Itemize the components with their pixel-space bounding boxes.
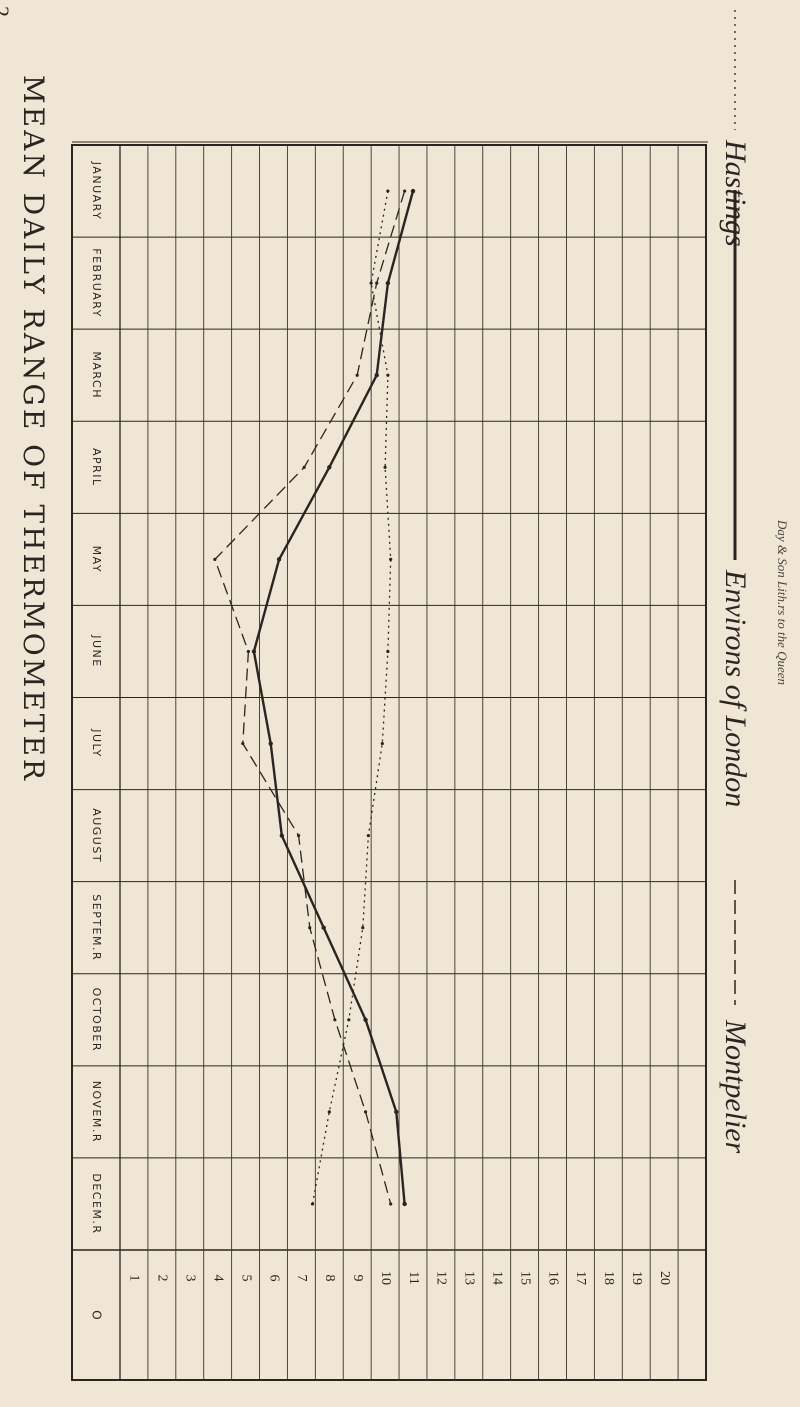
series-point — [383, 465, 387, 469]
series-point — [347, 1018, 351, 1022]
series-point — [327, 1110, 331, 1114]
series-point — [380, 741, 384, 746]
chart-frame — [71, 144, 707, 1381]
month-label: FEBRUARY — [90, 248, 103, 318]
month-label: JUNE — [90, 634, 103, 667]
imprint: Day & Son Lith.rs to the Queen — [775, 520, 790, 686]
scale-tick-label: 2 — [155, 1275, 170, 1282]
series-point — [333, 1018, 337, 1022]
scale-tick-label: 20 — [657, 1271, 672, 1285]
series-point — [410, 188, 416, 194]
series-point — [394, 1109, 399, 1115]
scale-tick-label: 19 — [629, 1271, 644, 1285]
scale-tick-label: 7 — [294, 1275, 309, 1282]
legend-london: Environs of London — [719, 570, 752, 808]
month-label: OCTOBER — [90, 988, 103, 1052]
series-point — [321, 925, 326, 930]
month-label: AUGUST — [90, 808, 103, 863]
series-line-hastings — [252, 190, 415, 1205]
month-label: DECEM.R — [90, 1173, 103, 1234]
scale-tick-label: 13 — [462, 1271, 477, 1285]
month-label: JULY — [90, 728, 103, 758]
scale-tick-label: 3 — [183, 1275, 198, 1282]
series-point — [355, 373, 359, 377]
month-label: NOVEM.R — [90, 1081, 103, 1143]
series-point — [302, 465, 306, 469]
series-point — [251, 649, 257, 654]
series-point — [276, 557, 282, 562]
legend-hastings: Hastings — [719, 140, 752, 247]
series-point — [310, 1202, 315, 1206]
series-point — [213, 557, 217, 561]
scale-tick-label: 17 — [573, 1271, 588, 1285]
series-point — [369, 281, 373, 285]
series-point — [268, 741, 273, 746]
series-point — [366, 834, 370, 838]
series-point — [361, 926, 365, 930]
series-point — [386, 189, 390, 193]
scale-tick-label: 15 — [517, 1271, 532, 1285]
scale-tick-label: 9 — [350, 1275, 365, 1282]
scale-tick-label: 16 — [545, 1271, 560, 1285]
series-point — [374, 373, 379, 378]
month-label: APRIL — [90, 448, 103, 487]
scale-tick-label: 18 — [601, 1271, 616, 1285]
series-point — [386, 373, 390, 377]
series-point — [241, 741, 245, 746]
scale-tick-label: 10 — [378, 1271, 393, 1285]
series-point — [389, 557, 393, 561]
legend: Hastings Environs of London Montpelier — [716, 140, 796, 1380]
scale-tick-label: 1 — [127, 1275, 142, 1282]
series-point — [386, 649, 390, 654]
series-point — [363, 1017, 368, 1022]
scale-tick-label: 14 — [489, 1271, 504, 1285]
scale-tick-label: 12 — [434, 1271, 449, 1285]
scale-tick-label: 5 — [238, 1275, 253, 1282]
series-point — [375, 281, 379, 285]
scale-tick-label: 6 — [266, 1275, 281, 1282]
series-line-environs-of-london — [214, 190, 406, 1205]
series-point — [279, 833, 285, 838]
month-label: MARCH — [90, 351, 103, 399]
series-point — [403, 189, 407, 193]
series-point — [389, 1202, 393, 1206]
month-label: SEPTEM.R — [90, 894, 103, 961]
series-point — [246, 649, 250, 654]
scale-tick-label: 11 — [406, 1271, 421, 1284]
scale-header-label: O — [90, 1310, 104, 1319]
series-point — [327, 465, 332, 470]
month-label: MAY — [90, 546, 103, 573]
scale-tick-label: 4 — [210, 1275, 225, 1282]
series-point — [385, 280, 391, 286]
series-point — [402, 1201, 407, 1207]
scale-tick-label: 8 — [322, 1275, 337, 1282]
month-label: JANUARY — [90, 161, 103, 221]
legend-montpelier: Montpelier — [719, 1020, 752, 1154]
series-point — [363, 1110, 368, 1114]
series-point — [296, 834, 301, 838]
series-point — [308, 926, 312, 930]
